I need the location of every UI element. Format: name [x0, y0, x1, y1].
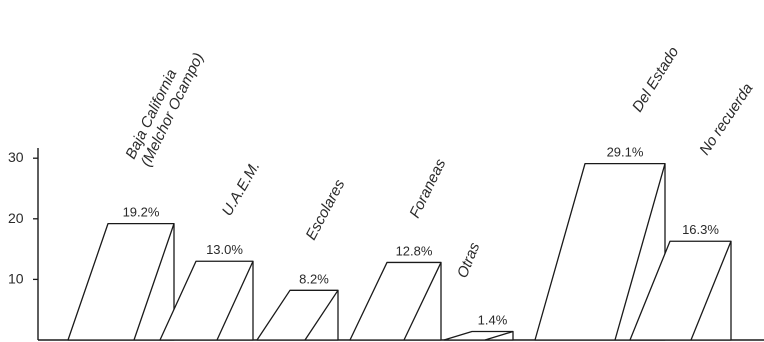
- bar-edge: [304, 289, 339, 341]
- bar: [629, 240, 732, 341]
- value-label: 12.8%: [396, 243, 433, 258]
- category-label: Foraneas: [406, 156, 449, 221]
- category-label: Escolares: [303, 176, 349, 243]
- bar-body: [67, 222, 175, 341]
- bar-edge: [484, 330, 514, 341]
- y-tick-label: 20: [8, 210, 24, 226]
- category-label: Baja California(Melchor Ocampo): [122, 43, 207, 170]
- value-label: 29.1%: [607, 145, 644, 160]
- value-label: 16.3%: [682, 222, 719, 237]
- bar-body: [349, 261, 442, 341]
- y-axis-ticks: 10 20 30: [8, 149, 38, 286]
- bar-body: [443, 330, 514, 341]
- y-tick-label: 10: [8, 270, 24, 286]
- bar: [159, 260, 254, 341]
- bar-edge: [614, 163, 666, 341]
- bar-edge: [216, 260, 254, 341]
- bars: [67, 163, 732, 341]
- bar-body: [256, 289, 339, 341]
- category-label: No recuerda: [696, 80, 756, 158]
- category-label: U.A.E.M.: [219, 159, 264, 219]
- bar-edge: [403, 262, 442, 341]
- value-labels: 19.2% 13.0% 8.2% 12.8% 1.4% 29.1% 16.3%: [123, 145, 720, 328]
- category-label: Otras: [454, 240, 484, 281]
- category-label: Del Estado: [629, 44, 682, 115]
- bar: [534, 163, 666, 341]
- bar: [256, 289, 339, 341]
- bar-edge: [133, 223, 175, 341]
- value-label: 1.4%: [478, 313, 508, 328]
- bar: [349, 261, 442, 341]
- value-label: 19.2%: [123, 205, 160, 220]
- value-label: 13.0%: [206, 242, 243, 257]
- y-tick-label: 30: [8, 149, 24, 165]
- value-label: 8.2%: [299, 271, 329, 286]
- bar: [443, 330, 514, 341]
- bar: [67, 222, 175, 341]
- bar-edge: [690, 240, 732, 341]
